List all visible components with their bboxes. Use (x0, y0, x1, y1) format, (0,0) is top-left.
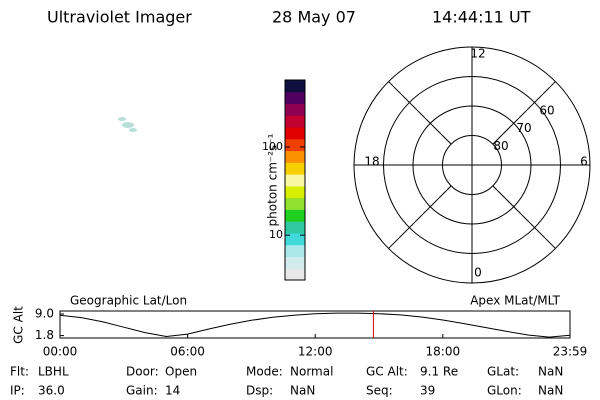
field-label: Door: (126, 365, 159, 379)
y-tick-label: 9.0 (35, 307, 54, 321)
x-tick-label: 06:00 (170, 345, 205, 359)
color-swatch (285, 209, 305, 222)
field-label: GC Alt: (366, 365, 408, 379)
left-label: Geographic Lat/Lon (70, 294, 187, 308)
y-axis-label: GC Alt (12, 306, 26, 344)
date: 28 May 07 (272, 8, 356, 27)
color-swatch (285, 162, 305, 175)
speck (129, 128, 137, 132)
time: 14:44:11 UT (432, 8, 531, 27)
color-swatch (285, 150, 305, 163)
color-swatch (285, 256, 305, 269)
field-value: 14 (165, 384, 180, 398)
x-tick-label: 12:00 (298, 345, 333, 359)
field-value: 9.1 Re (420, 365, 458, 379)
x-tick-label: 23:59 (553, 345, 588, 359)
field-value: Open (165, 365, 197, 379)
color-swatch (285, 127, 305, 140)
tick-label: 100 (262, 140, 283, 153)
field-value: Normal (290, 365, 333, 379)
gc-alt-line (59, 312, 571, 338)
speck (122, 122, 134, 128)
color-swatch (285, 197, 305, 210)
field-value: 39 (420, 384, 435, 398)
color-swatch (285, 91, 305, 105)
title: Ultraviolet Imager (47, 8, 192, 27)
tick-label: 10 (269, 228, 283, 241)
mlt-label: 6 (580, 155, 588, 169)
lat-label: 70 (516, 121, 531, 135)
lat-label: 60 (539, 103, 554, 117)
field-label: GLat: (487, 365, 519, 379)
mlt-label: 0 (474, 266, 482, 280)
color-swatch (285, 103, 305, 116)
field-label: Flt: (10, 365, 29, 379)
field-value: NaN (538, 365, 563, 379)
image-specks (118, 117, 137, 132)
color-swatch (285, 185, 305, 199)
field-value: LBHL (38, 365, 69, 379)
field-label: IP: (10, 384, 25, 398)
spoke (388, 81, 452, 145)
spoke (492, 81, 556, 145)
mlt-label: 12 (470, 47, 485, 61)
right-label: Apex MLat/MLT (470, 294, 560, 308)
field-label: GLon: (487, 384, 522, 398)
color-swatch (285, 221, 305, 234)
spoke (388, 185, 452, 249)
y-tick-label: 1.8 (35, 328, 54, 342)
colorbar-frame (284, 79, 306, 281)
field-label: Dsp: (246, 384, 273, 398)
speck (118, 117, 126, 121)
mlt-label: 18 (364, 155, 379, 169)
field-label: Seq: (366, 384, 393, 398)
color-swatch (285, 268, 305, 281)
color-swatch (285, 232, 305, 246)
colorbar-label: photon cm⁻²s⁻¹ (266, 133, 280, 226)
x-tick-label: 18:00 (426, 345, 461, 359)
field-value: 36.0 (38, 384, 65, 398)
lat-label: 80 (493, 139, 508, 153)
color-swatch (285, 138, 305, 152)
spoke (492, 185, 556, 249)
color-swatch (285, 80, 305, 93)
color-swatch (285, 244, 305, 257)
field-label: Gain: (126, 384, 158, 398)
field-value: NaN (538, 384, 563, 398)
color-swatch (285, 115, 305, 128)
field-value: NaN (290, 384, 315, 398)
color-swatch (285, 174, 305, 187)
x-tick-label: 00:00 (43, 345, 78, 359)
field-label: Mode: (246, 365, 283, 379)
